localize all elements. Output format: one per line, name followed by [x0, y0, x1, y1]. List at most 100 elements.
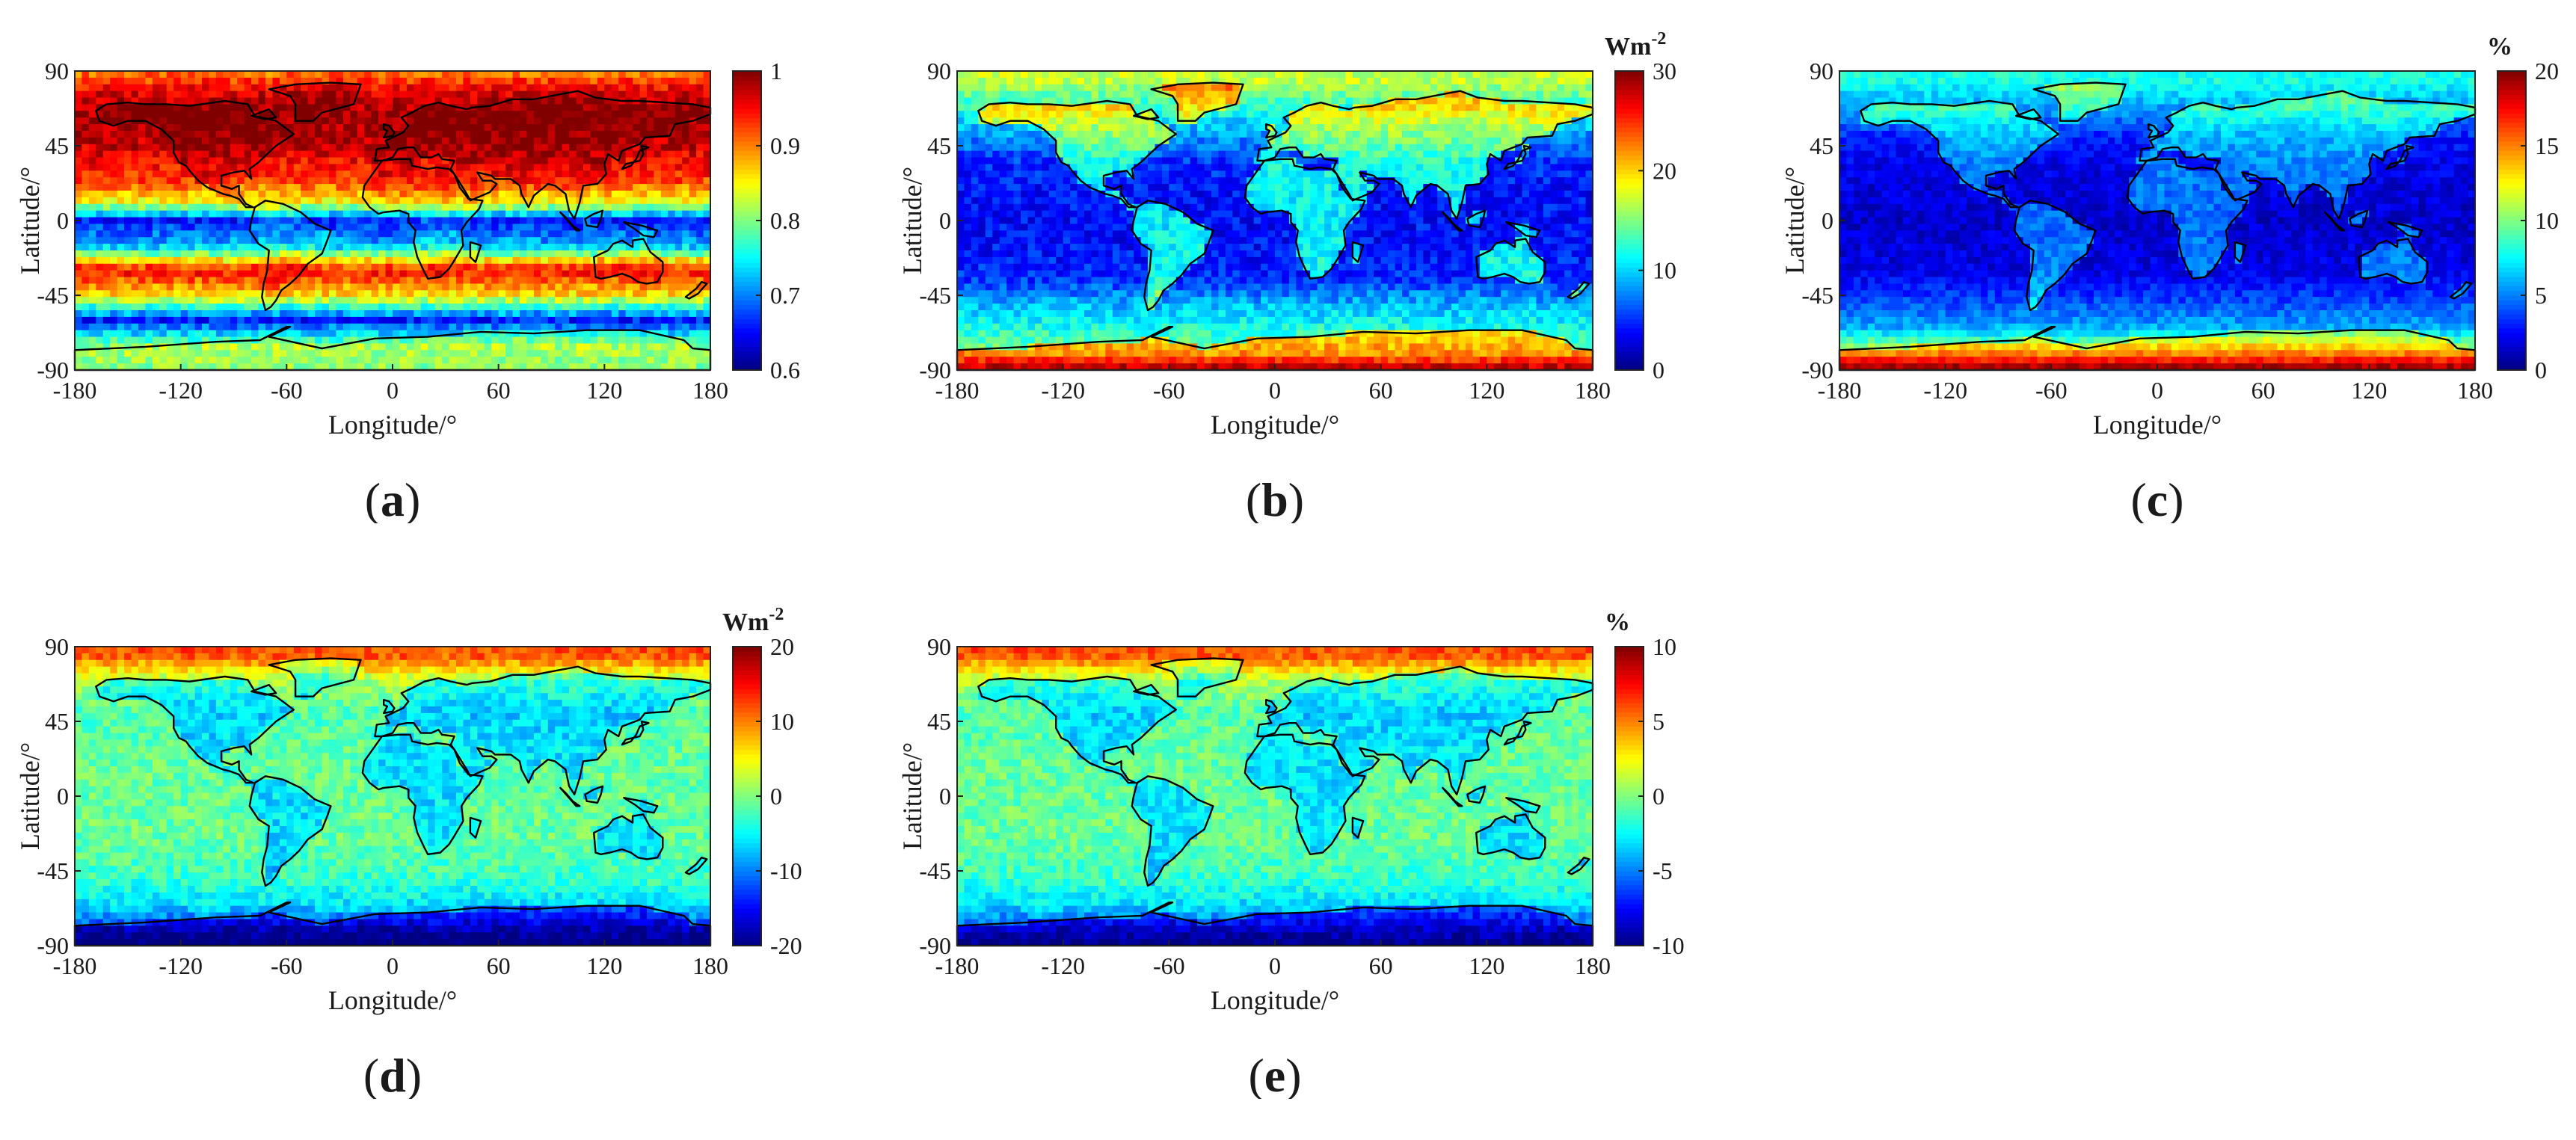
heatmap-cell: [484, 111, 492, 118]
heatmap-cell: [547, 111, 556, 118]
heatmap-cell: [703, 170, 711, 178]
heatmap-cell: [1550, 90, 1558, 99]
heatmap-cell: [654, 297, 662, 304]
heatmap-cell: [1543, 71, 1551, 78]
heatmap-cell: [215, 224, 224, 231]
heatmap-cell: [230, 343, 238, 351]
heatmap-cell: [350, 277, 358, 285]
heatmap-cell: [110, 277, 118, 285]
heatmap-cell: [434, 310, 443, 318]
heatmap-cell: [329, 237, 337, 244]
heatmap-cell: [533, 157, 541, 165]
heatmap-cell: [131, 277, 139, 285]
heatmap-cell: [611, 357, 619, 364]
heatmap-cell: [428, 137, 436, 145]
heatmap-cell: [1564, 104, 1573, 111]
heatmap-cell: [1042, 71, 1050, 78]
heatmap-cell: [1515, 90, 1523, 99]
heatmap-cell: [618, 184, 627, 191]
heatmap-cell: [414, 343, 422, 351]
heatmap-cell: [992, 97, 1000, 105]
heatmap-cell: [1571, 77, 1579, 85]
heatmap-cell: [336, 224, 344, 231]
heatmap-cell: [420, 357, 428, 364]
heatmap-cell: [477, 363, 485, 371]
heatmap-cell: [329, 310, 337, 318]
heatmap-cell: [279, 177, 287, 185]
heatmap-cell: [477, 357, 485, 364]
heatmap-cell: [152, 170, 160, 178]
heatmap-cell: [456, 283, 464, 291]
heatmap-cell: [420, 90, 428, 99]
heatmap-cell: [505, 191, 514, 198]
heatmap-cell: [223, 217, 231, 225]
heatmap-cell: [442, 210, 450, 218]
heatmap-cell: [590, 217, 598, 225]
heatmap-cell: [1232, 90, 1241, 99]
heatmap-cell: [434, 224, 443, 231]
heatmap-cell: [654, 336, 662, 345]
heatmap-cell: [1550, 84, 1558, 92]
heatmap-cell: [307, 357, 316, 364]
heatmap-cell: [597, 230, 605, 238]
heatmap-cell: [117, 144, 125, 152]
heatmap-cell: [696, 124, 704, 132]
heatmap-cell: [696, 330, 704, 338]
heatmap-cell: [251, 104, 259, 111]
heatmap-cell: [102, 170, 111, 178]
heatmap-cell: [682, 230, 690, 238]
heatmap-cell: [102, 164, 111, 171]
heatmap-cell: [442, 203, 450, 212]
heatmap-cell: [639, 117, 648, 125]
heatmap-cell: [293, 343, 301, 351]
heatmap-cell: [647, 111, 655, 118]
heatmap-cell: [1056, 117, 1064, 125]
heatmap-cell: [618, 210, 627, 218]
colorbar-swatch: [733, 71, 761, 76]
heatmap-cell: [371, 224, 379, 231]
heatmap-cell: [1105, 111, 1113, 118]
heatmap-cell: [96, 124, 104, 132]
heatmap-cell: [463, 203, 471, 212]
heatmap-cell: [1140, 71, 1149, 78]
heatmap-cell: [124, 210, 132, 218]
heatmap-cell: [505, 184, 514, 191]
heatmap-cell: [393, 164, 401, 171]
heatmap-cell: [1507, 71, 1516, 78]
heatmap-cell: [1126, 111, 1134, 118]
heatmap-cell: [625, 164, 633, 171]
heatmap-cell: [159, 270, 167, 278]
heatmap-cell: [279, 210, 287, 218]
heatmap-cell: [188, 203, 196, 212]
heatmap-cell: [159, 357, 167, 364]
heatmap-cell: [1402, 111, 1410, 118]
heatmap-cell: [265, 224, 274, 231]
heatmap-cell: [569, 111, 577, 118]
heatmap-cell: [1571, 97, 1579, 105]
heatmap-cell: [138, 270, 147, 278]
heatmap-cell: [173, 224, 182, 231]
heatmap-cell: [463, 350, 471, 357]
heatmap-cell: [703, 263, 711, 271]
heatmap-cell: [180, 290, 188, 298]
heatmap-cell: [442, 124, 450, 132]
heatmap-cell: [258, 350, 266, 357]
heatmap-cell: [286, 117, 295, 125]
heatmap-cell: [244, 350, 252, 357]
heatmap-cell: [329, 137, 337, 145]
heatmap-cell: [420, 77, 428, 85]
heatmap-cell: [286, 97, 295, 105]
heatmap-cell: [322, 316, 330, 324]
heatmap-cell: [703, 297, 711, 304]
heatmap-cell: [689, 250, 697, 258]
heatmap-cell: [117, 137, 125, 145]
heatmap-cell: [428, 250, 436, 258]
heatmap-cell: [583, 283, 591, 291]
heatmap-cell: [1140, 124, 1149, 132]
heatmap-cell: [406, 357, 414, 364]
heatmap-cell: [230, 270, 238, 278]
heatmap-cell: [498, 210, 506, 218]
heatmap-cell: [682, 164, 690, 171]
coastline-path: [559, 211, 581, 232]
heatmap-cell: [569, 144, 577, 152]
